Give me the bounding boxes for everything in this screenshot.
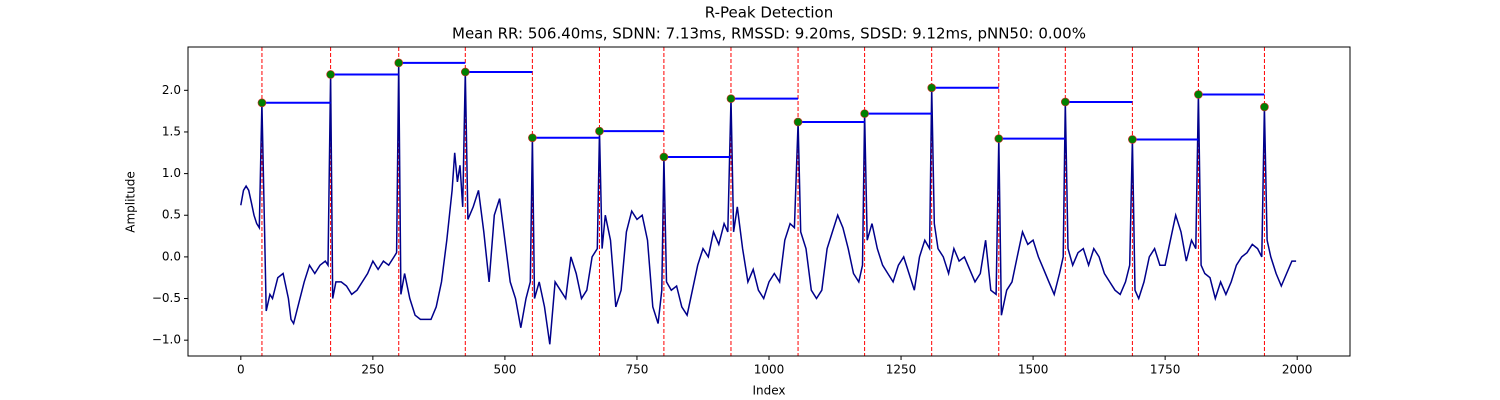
x-tick-label: 0: [237, 363, 245, 377]
y-axis-label: Amplitude: [124, 171, 138, 233]
x-tick-label: 1250: [886, 363, 917, 377]
x-tick-label: 1750: [1150, 363, 1181, 377]
y-tick-label: 0.0: [162, 249, 181, 263]
r-peak: [860, 109, 869, 118]
r-peak: [394, 58, 404, 68]
x-tick-label: 2000: [1282, 363, 1313, 377]
x-axis-label: Index: [752, 384, 785, 398]
r-peak: [726, 94, 736, 103]
x-tick-label: 1500: [1018, 363, 1049, 377]
x-tick-label: 1000: [754, 363, 785, 377]
r-peak: [994, 134, 1004, 143]
r-peak: [326, 70, 335, 79]
r-peak: [659, 152, 669, 162]
y-tick-label: 2.0: [162, 83, 181, 97]
r-peak: [927, 83, 936, 93]
chart-subtitle: Mean RR: 506.40ms, SDNN: 7.13ms, RMSSD: …: [452, 25, 1086, 43]
signal-line: [240, 62, 1297, 345]
y-tick-label: −0.5: [152, 291, 181, 305]
chart-title: R-Peak Detection: [705, 4, 833, 22]
x-tick-label: 500: [493, 363, 516, 377]
y-tick-label: 0.5: [162, 208, 181, 222]
r-peak: [528, 133, 537, 143]
y-tick-label: −1.0: [152, 333, 181, 347]
y-tick-label: 1.5: [162, 124, 181, 138]
r-peak: [460, 67, 470, 77]
r-peak: [1128, 135, 1137, 144]
r-peak: [1260, 102, 1269, 112]
y-tick-label: 1.0: [162, 166, 181, 180]
r-peak: [793, 117, 803, 127]
x-tick-label: 250: [361, 363, 384, 377]
plot-frame: [187, 46, 1351, 357]
r-peak: [257, 98, 267, 108]
x-tick-label: 750: [626, 363, 649, 377]
r-peak: [1194, 90, 1203, 99]
r-peak: [1061, 97, 1070, 107]
r-peak: [595, 126, 604, 136]
